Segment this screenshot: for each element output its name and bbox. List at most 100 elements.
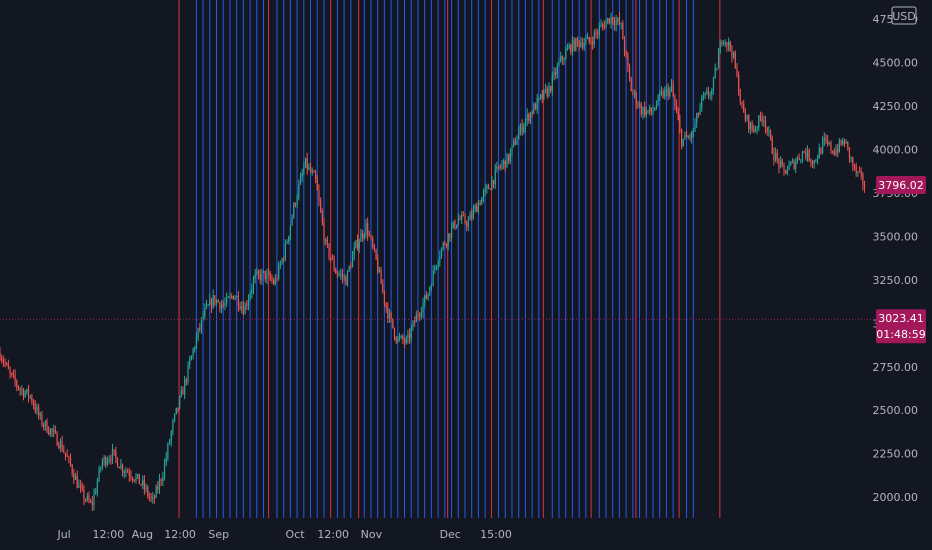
price-tick-label: 4000.00 — [873, 143, 919, 156]
candle-body — [7, 363, 9, 369]
candle-body — [351, 255, 354, 268]
candle-body — [514, 140, 516, 145]
candle-body — [343, 276, 345, 278]
price-axis-background[interactable] — [875, 0, 932, 518]
candle-body — [566, 48, 569, 51]
candle-body — [860, 171, 862, 175]
time-axis[interactable]: Jul 12:00 Aug 12:00 Sep Oct 12:00 Nov Dec 15:00 — [56, 528, 511, 541]
candle-body — [526, 114, 528, 121]
candle-body — [783, 164, 785, 170]
candle-body — [680, 129, 683, 147]
candle-body — [283, 258, 285, 260]
candle-body — [113, 449, 115, 452]
candle-body — [377, 259, 379, 273]
candle-body — [289, 225, 292, 237]
candle-body — [29, 395, 31, 397]
candle-body — [306, 157, 308, 170]
candle-body — [108, 459, 110, 462]
price-tick-label: 2000.00 — [873, 491, 919, 504]
candle-body — [781, 160, 783, 165]
candle-body — [368, 235, 370, 237]
candle-body — [568, 45, 570, 49]
candle-body — [135, 476, 137, 481]
candle-body — [815, 160, 817, 162]
candle-body — [6, 363, 8, 365]
candle-body — [575, 38, 577, 51]
candle-body — [261, 271, 263, 281]
candle-body — [157, 486, 159, 490]
candle-body — [356, 240, 359, 248]
candle-body — [529, 112, 532, 121]
candle-body — [54, 430, 56, 433]
candle-body — [813, 160, 815, 164]
candle-body — [560, 56, 562, 62]
candle-body — [590, 41, 592, 43]
currency-badge[interactable]: USD — [891, 6, 917, 25]
candle-body — [128, 472, 130, 476]
candle-body — [805, 152, 807, 158]
candle-body — [790, 162, 792, 165]
candle-body — [516, 139, 518, 145]
candle-body — [202, 315, 204, 318]
price-axis[interactable]: 2000.002250.002500.002750.003000.003250.… — [873, 13, 919, 504]
candle-body — [200, 317, 203, 329]
candle-body — [153, 497, 156, 499]
candle-body — [360, 233, 362, 242]
candle-body — [405, 337, 407, 343]
candle-body — [756, 127, 758, 129]
candle-body — [711, 89, 713, 96]
candle-body — [11, 372, 13, 374]
candle-body — [435, 265, 438, 269]
candle-body — [571, 39, 574, 53]
candle-body — [845, 141, 847, 144]
candle-body — [12, 373, 15, 375]
candle-body — [717, 53, 720, 69]
candle-body — [751, 122, 753, 130]
candle-body — [852, 157, 854, 166]
candle-body — [633, 92, 636, 94]
candle-body — [674, 96, 676, 105]
candle-body — [39, 414, 41, 416]
candle-body — [477, 202, 480, 212]
candle-body — [115, 451, 117, 458]
candle-body — [118, 466, 120, 469]
candle-body — [724, 42, 726, 44]
time-axis-background[interactable] — [0, 518, 932, 550]
candle-body — [553, 71, 555, 76]
candle-body — [309, 166, 312, 173]
candle-body — [472, 209, 475, 218]
candle-body — [440, 248, 443, 257]
candle-body — [137, 474, 139, 477]
candle-body — [425, 295, 428, 299]
candle-body — [628, 66, 631, 79]
candle-body — [482, 191, 485, 198]
candle-body — [835, 149, 837, 155]
candle-body — [623, 39, 626, 53]
candle-body — [400, 336, 402, 338]
candle-body — [447, 233, 449, 245]
candle-body — [363, 234, 365, 238]
candle-body — [471, 214, 473, 218]
candle-body — [232, 296, 234, 300]
candle-body — [120, 464, 122, 469]
time-tick-label: 12:00 — [164, 528, 196, 541]
candle-body — [66, 454, 68, 457]
candle-body — [709, 95, 711, 97]
candle-body — [130, 475, 132, 478]
candle-body — [837, 149, 839, 152]
candle-body — [605, 21, 607, 28]
candle-body — [53, 430, 55, 432]
candle-body — [257, 271, 260, 275]
candle-body — [266, 272, 268, 279]
candle-body — [612, 16, 614, 23]
candle-body — [518, 131, 520, 140]
candle-body — [592, 42, 594, 45]
candle-body — [424, 295, 426, 303]
candle-body — [474, 205, 476, 210]
candle-body — [649, 107, 651, 112]
candle-body — [655, 104, 658, 109]
candle-body — [679, 119, 681, 130]
candle-body — [538, 97, 540, 99]
